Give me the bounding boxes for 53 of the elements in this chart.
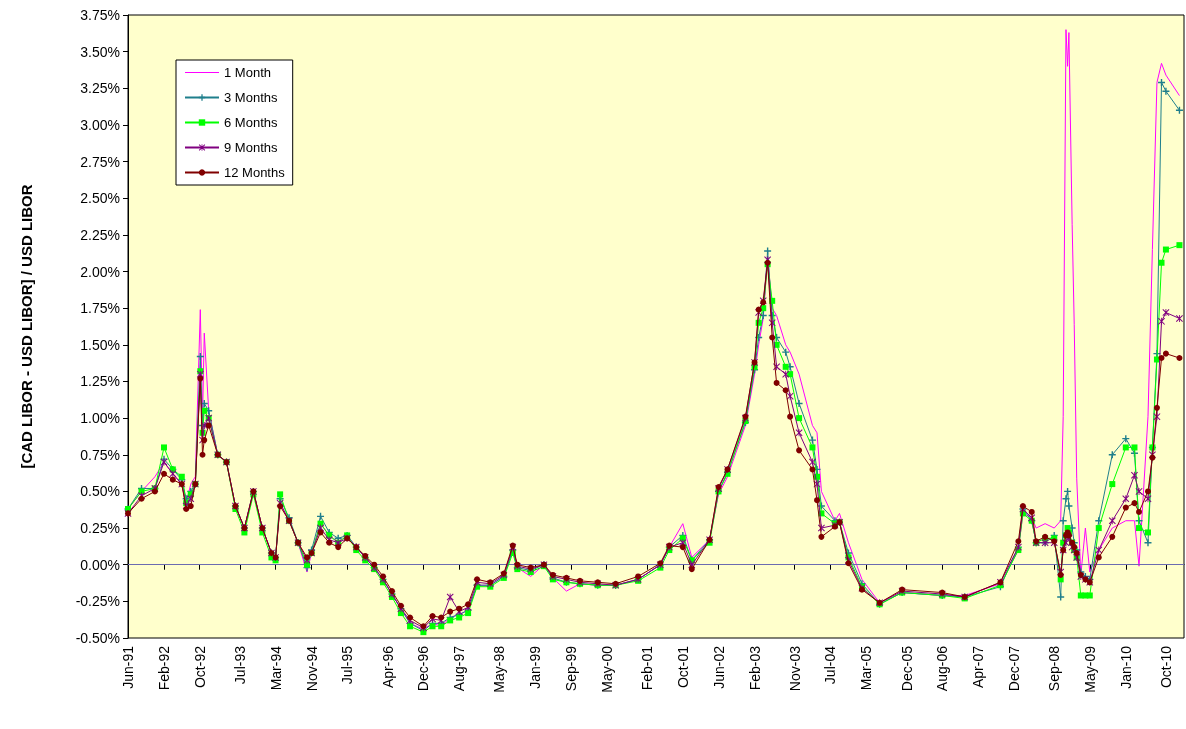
x-tick-label: Nov-03	[786, 645, 803, 692]
x-tick-label: Feb-03	[746, 645, 763, 691]
x-tick-label: Jul-93	[231, 645, 248, 685]
x-tick-label: Jan-99	[527, 645, 544, 689]
x-tick-label: Jul-04	[822, 645, 839, 685]
x-tick-label: Feb-92	[156, 645, 173, 691]
legend-label: 3 Months	[224, 90, 278, 105]
x-tick-label: May-00	[598, 645, 615, 693]
x-tick-label: Oct-01	[674, 645, 691, 689]
x-tick-label: Nov-94	[303, 645, 320, 692]
x-tick-label: Oct-10	[1157, 645, 1174, 689]
x-tick-label: Sep-99	[562, 645, 579, 692]
x-tick-label: May-98	[491, 645, 508, 693]
y-tick-label: 2.25%	[80, 226, 120, 243]
y-tick-label: 3.00%	[80, 116, 120, 133]
x-tick-label: Dec-96	[415, 645, 432, 692]
y-tick-label: 1.50%	[80, 336, 120, 353]
x-tick-label: Apr-96	[379, 645, 396, 689]
legend-label: 1 Month	[224, 65, 271, 80]
x-tick-label: Mar-05	[858, 645, 875, 691]
legend-label: 9 Months	[224, 140, 278, 155]
y-tick-label: 0.75%	[80, 446, 120, 463]
y-tick-label: 3.75%	[80, 7, 120, 23]
legend-label: 6 Months	[224, 115, 278, 130]
y-tick-label: -0.50%	[75, 630, 120, 646]
x-tick-label: Jun-91	[120, 645, 136, 689]
legend-label: 12 Months	[224, 165, 286, 180]
x-tick-label: Sep-08	[1046, 645, 1063, 692]
x-tick-label: Dec-05	[898, 645, 915, 692]
x-tick-label: Aug-06	[934, 645, 951, 692]
y-tick-label: 3.50%	[80, 43, 120, 60]
y-tick-label: 2.50%	[80, 190, 120, 207]
y-axis-title: [CAD LIBOR - USD LIBOR] / USD LIBOR	[18, 184, 35, 469]
x-tick-label: Mar-94	[267, 645, 284, 691]
x-tick-label: Aug-97	[451, 645, 468, 692]
y-tick-label: 2.00%	[80, 263, 120, 280]
y-tick-label: 0.50%	[80, 483, 120, 500]
y-tick-label: 1.25%	[80, 373, 120, 390]
x-tick-label: May-09	[1081, 645, 1098, 693]
x-tick-label: Feb-01	[639, 645, 656, 691]
y-tick-label: 0.00%	[80, 556, 120, 573]
x-tick-label: Dec-07	[1005, 645, 1022, 692]
y-tick-label: 3.25%	[80, 80, 120, 97]
y-tick-label: 1.00%	[80, 410, 120, 427]
x-tick-label: Apr-07	[969, 645, 986, 689]
x-tick-label: Jul-95	[339, 645, 356, 685]
y-tick-label: 2.75%	[80, 153, 120, 170]
x-tick-label: Oct-92	[191, 645, 208, 689]
x-tick-label: Jan-10	[1117, 645, 1134, 689]
x-tick-label: Jun-02	[710, 645, 727, 689]
y-tick-label: 1.75%	[80, 300, 120, 317]
y-tick-label: 0.25%	[80, 520, 120, 537]
y-tick-label: -0.25%	[75, 593, 120, 610]
